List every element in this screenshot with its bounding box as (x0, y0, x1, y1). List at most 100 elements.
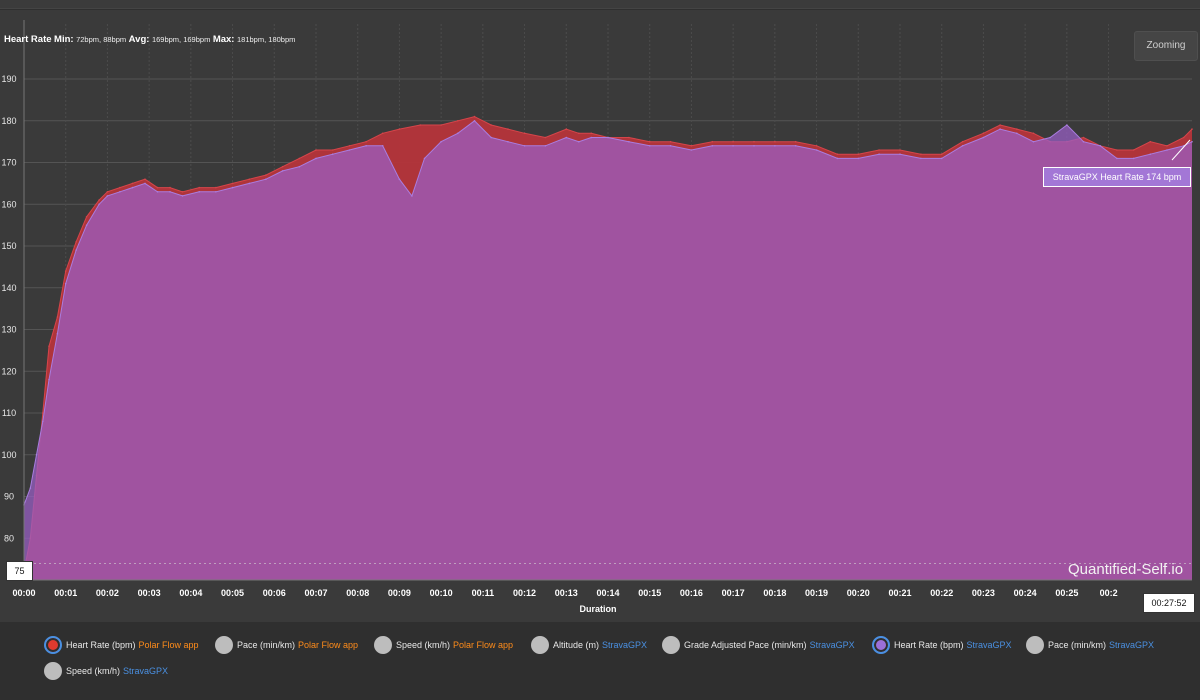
data-point (365, 140, 367, 143)
data-point (473, 115, 476, 118)
data-point (281, 165, 284, 168)
data-point (248, 178, 251, 180)
x-tick-label: 00:10 (430, 588, 453, 598)
data-point (836, 153, 839, 155)
data-point (878, 149, 880, 151)
data-point (648, 145, 651, 147)
data-point (590, 136, 593, 139)
data-point (1032, 140, 1035, 143)
data-point (507, 128, 509, 130)
x-tick-label: 00:08 (346, 588, 369, 598)
zooming-button[interactable]: Zooming (1134, 31, 1198, 61)
legend-item[interactable]: Heart Rate (bpm) Polar Flow app (44, 636, 199, 654)
data-point (1049, 136, 1051, 139)
data-point (42, 420, 44, 423)
heart-rate-chart[interactable]: 80 90 100 110 120 130 140 150 160 170 180 190 00:00 0… (0, 10, 1200, 622)
data-point (1166, 149, 1168, 151)
data-point (490, 136, 493, 139)
legend-dot-icon[interactable] (531, 636, 549, 654)
chart-title: Heart Rate Min: 72bpm, 88bpm Avg: 169bpm… (4, 34, 295, 45)
x-tick-label: 00:11 (472, 588, 495, 598)
legend-dot-icon[interactable] (44, 662, 62, 680)
legend-item[interactable]: Pace (min/km) StravaGPX (1026, 636, 1154, 654)
legend-item[interactable]: Speed (km/h) Polar Flow app (374, 636, 513, 654)
legend-label: Heart Rate (bpm) (894, 640, 964, 650)
series-line-strava-hr (23, 120, 1193, 506)
chart-panel[interactable]: 80 90 100 110 120 130 140 150 160 170 180 190 00:00 0… (0, 10, 1200, 622)
data-point (940, 157, 943, 160)
data-point (181, 195, 184, 197)
legend-label: Altitude (m) (553, 640, 600, 650)
data-point (1191, 140, 1193, 143)
data-point (48, 345, 50, 348)
series-area-strava-hr (24, 120, 1192, 581)
data-point (106, 195, 109, 197)
data-point (711, 145, 714, 147)
data-point (711, 140, 714, 143)
data-point (35, 454, 38, 456)
legend-item[interactable]: Pace (min/km) Polar Flow app (215, 636, 358, 654)
data-point (1182, 136, 1185, 139)
data-point (215, 191, 217, 193)
avg-label: Avg: (128, 34, 150, 45)
cursor-time-readout: 00:27:52 (1143, 593, 1195, 613)
data-point (490, 124, 493, 126)
data-point (398, 128, 401, 130)
legend-label: Pace (min/km) (1048, 640, 1107, 650)
y-tick-label: 130 (1, 325, 16, 335)
legend-item[interactable]: Heart Rate (bpm) StravaGPX (872, 636, 1012, 654)
data-point (940, 153, 943, 155)
data-point (423, 157, 426, 160)
data-point (899, 149, 901, 151)
data-point (1149, 140, 1152, 143)
legend-item[interactable]: Grade Adjusted Pace (min/km) StravaGPX (662, 636, 855, 654)
data-point (590, 132, 593, 135)
legend-item[interactable]: Altitude (m) StravaGPX (531, 636, 647, 654)
x-tick-label: 00:18 (763, 588, 786, 598)
data-point (85, 216, 88, 218)
data-point (1191, 128, 1193, 130)
x-tick-label: 00:07 (304, 588, 327, 598)
x-tick-label: 00:16 (680, 588, 703, 598)
data-point (794, 145, 797, 147)
legend-dot-icon[interactable] (215, 636, 233, 654)
legend-dot-icon[interactable] (872, 636, 890, 654)
data-point (578, 132, 580, 135)
data-point (815, 145, 818, 147)
data-point (1016, 128, 1018, 130)
data-point (565, 136, 568, 139)
legend-dot-icon[interactable] (44, 636, 62, 654)
data-point (920, 157, 922, 160)
watermark: Quantified-Self.io (1068, 561, 1184, 578)
y-tick-label: 160 (1, 199, 16, 209)
legend-dot-icon[interactable] (1026, 636, 1044, 654)
legend-dot-icon[interactable] (374, 636, 392, 654)
x-axis-title: Duration (580, 604, 617, 614)
legend-item[interactable]: Speed (km/h) StravaGPX (44, 662, 168, 680)
data-point (64, 270, 67, 272)
x-tick-label: 00:01 (54, 588, 77, 598)
data-point (732, 145, 734, 147)
legend-label: Heart Rate (bpm) (66, 640, 136, 650)
data-point (48, 378, 50, 381)
data-point (920, 153, 922, 155)
data-point (381, 145, 384, 147)
data-point (29, 487, 32, 490)
data-point (315, 157, 317, 160)
legend-dot-icon[interactable] (662, 636, 680, 654)
x-tick-label: 00:20 (847, 588, 870, 598)
legend-source: Polar Flow app (298, 640, 359, 650)
max-value: 181bpm, 180bpm (237, 35, 296, 44)
data-point (690, 145, 693, 147)
data-point (1149, 153, 1152, 155)
x-tick-label: 00:00 (12, 588, 35, 598)
x-tick-label: 00:13 (555, 588, 578, 598)
data-point (1016, 132, 1018, 135)
data-point (281, 170, 284, 172)
data-point (231, 186, 234, 189)
x-tick-label: 00:23 (972, 588, 995, 598)
x-tick-label: 00:21 (888, 588, 911, 598)
data-point (1132, 149, 1135, 151)
data-point (169, 186, 171, 189)
data-point (878, 153, 880, 155)
